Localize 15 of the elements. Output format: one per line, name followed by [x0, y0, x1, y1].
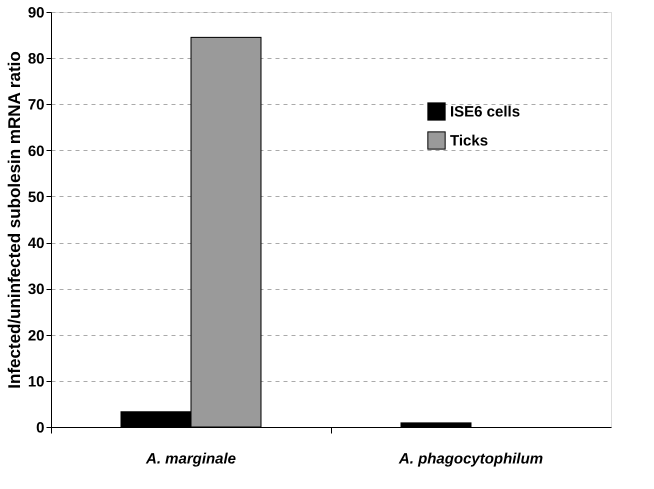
y-tick-label: 10: [28, 373, 44, 390]
y-tick-label: 20: [28, 327, 44, 344]
y-tick-label: 0: [36, 420, 44, 436]
y-axis-title: Infected/uninfected subolesin mRNA ratio: [4, 51, 24, 389]
y-tick-label: 50: [28, 188, 44, 206]
legend-label: Ticks: [450, 132, 488, 150]
y-tick-label: 40: [28, 235, 44, 252]
legend-label: ISE6 cells: [450, 104, 520, 120]
y-tick-label: 30: [28, 281, 44, 298]
x-tick-label: A. marginale: [144, 450, 236, 468]
y-tick-label: 60: [28, 142, 44, 160]
y-tick-label: 80: [28, 50, 44, 68]
y-tick-label: 90: [28, 4, 44, 22]
y-tick-label: 70: [28, 96, 44, 114]
x-tick-label: A. phagocytophilum: [398, 450, 544, 468]
